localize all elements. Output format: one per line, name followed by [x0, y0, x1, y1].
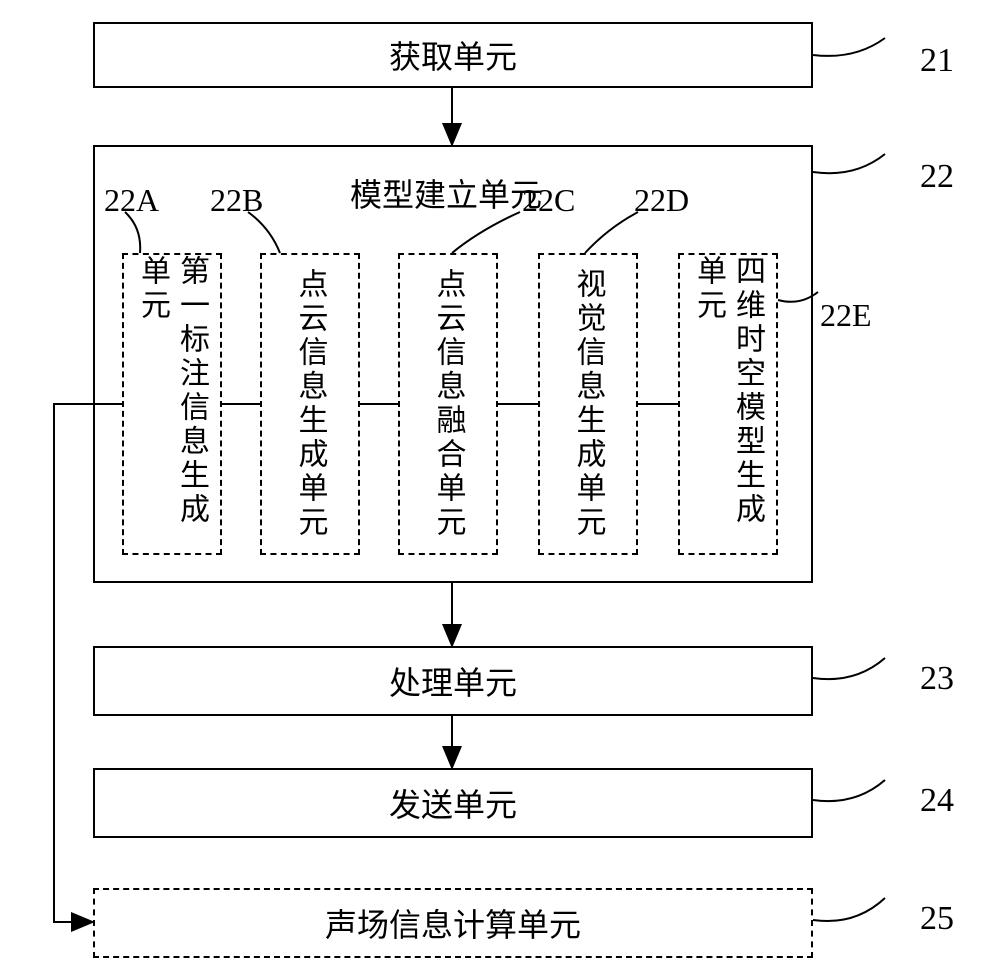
ref-23: 23	[920, 660, 954, 698]
block-acquire-label: 获取单元	[389, 32, 517, 78]
ref-22e: 22E	[820, 297, 872, 334]
sub-22e-label: 四维时空模型生成单元	[689, 255, 767, 553]
sub-22d: 视觉信息生成单元	[538, 253, 638, 555]
sub-22e: 四维时空模型生成单元	[678, 253, 778, 555]
sub-22a: 第一标注信息生成单元	[122, 253, 222, 555]
ref-21: 21	[920, 42, 954, 80]
ref-24-text: 24	[920, 782, 954, 819]
ref-22c-text: 22C	[522, 182, 575, 218]
sub-22b: 点云信息生成单元	[260, 253, 360, 555]
ref-22-text: 22	[920, 158, 954, 195]
ref-22a: 22A	[104, 182, 159, 219]
sub-22c-label: 点云信息融合单元	[429, 268, 468, 540]
ref-23-text: 23	[920, 660, 954, 697]
ref-22d-text: 22D	[634, 182, 689, 218]
ref-22b-text: 22B	[210, 182, 263, 218]
block-acquire-unit: 获取单元	[93, 22, 813, 88]
block-send-unit: 发送单元	[93, 768, 813, 838]
ref-25: 25	[920, 900, 954, 938]
block-soundfield-label: 声场信息计算单元	[325, 900, 581, 946]
block-model-build-title: 模型建立单元	[350, 170, 542, 216]
ref-22: 22	[920, 158, 954, 196]
sub-22d-label: 视觉信息生成单元	[569, 268, 608, 540]
block-model-build-title-text: 模型建立单元	[350, 177, 542, 213]
sub-22c: 点云信息融合单元	[398, 253, 498, 555]
block-soundfield-unit: 声场信息计算单元	[93, 888, 813, 958]
block-send-label: 发送单元	[389, 780, 517, 826]
ref-21-text: 21	[920, 42, 954, 79]
sub-22b-label: 点云信息生成单元	[291, 268, 330, 540]
ref-24: 24	[920, 782, 954, 820]
block-process-unit: 处理单元	[93, 646, 813, 716]
sub-22a-label: 第一标注信息生成单元	[133, 255, 211, 553]
ref-22c: 22C	[522, 182, 575, 219]
ref-25-text: 25	[920, 900, 954, 937]
ref-22b: 22B	[210, 182, 263, 219]
ref-22e-text: 22E	[820, 297, 872, 333]
block-process-label: 处理单元	[389, 658, 517, 704]
ref-22a-text: 22A	[104, 182, 159, 218]
ref-22d: 22D	[634, 182, 689, 219]
